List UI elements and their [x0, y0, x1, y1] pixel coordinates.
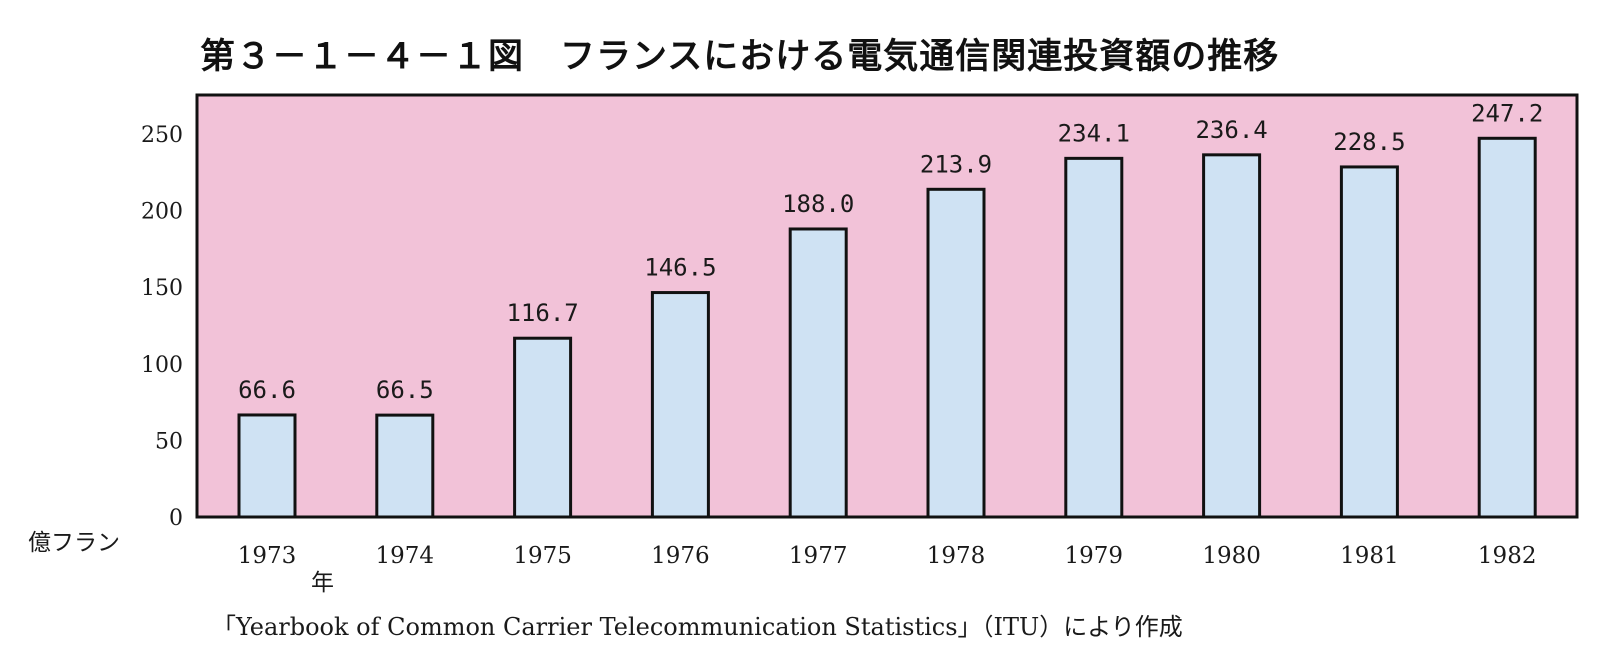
x-tick-label-1975: 1975 [513, 543, 572, 569]
x-tick-label-1974: 1974 [376, 543, 435, 569]
x-tick-label-1978: 1978 [927, 543, 986, 569]
value-label-1976: 146.5 [644, 254, 716, 282]
x-axis-unit-label: 年 [311, 570, 334, 596]
bar-chart: 0 50 100 150 200 250 億フラン 66.6 1973 66.5 1974 116.7… [28, 93, 1579, 596]
value-label-1981: 228.5 [1333, 128, 1405, 156]
value-label-1973: 66.6 [238, 376, 296, 404]
value-label-1974: 66.5 [376, 376, 434, 404]
bar-1975 [513, 336, 573, 519]
x-tick-label-1977: 1977 [789, 543, 848, 569]
y-tick-label: 100 [141, 353, 183, 378]
bar-1974 [375, 413, 435, 519]
bar-1979 [1064, 156, 1124, 519]
bar-1980 [1202, 153, 1262, 519]
chart-source-note: 「Yearbook of Common Carrier Telecommunic… [212, 613, 1183, 641]
value-label-1980: 236.4 [1195, 116, 1267, 144]
bar-1981 [1339, 165, 1399, 519]
chart-title: 第３－１－４－１図 フランスにおける電気通信関連投資額の推移 [200, 37, 1280, 77]
y-tick-label: 50 [155, 429, 183, 454]
y-tick-label: 250 [141, 123, 183, 148]
x-tick-label-1973: 1973 [238, 543, 297, 569]
value-label-1977: 188.0 [782, 190, 854, 218]
bar-1982 [1477, 136, 1537, 519]
y-tick-label: 0 [169, 506, 183, 531]
x-tick-label-1981: 1981 [1340, 543, 1399, 569]
x-tick-label-1980: 1980 [1202, 543, 1261, 569]
bar-1977 [788, 227, 848, 519]
x-tick-label-1976: 1976 [651, 543, 710, 569]
value-label-1978: 213.9 [920, 150, 992, 178]
bar-1978 [926, 187, 986, 519]
bar-1973 [237, 413, 297, 519]
y-tick-label: 150 [141, 276, 183, 301]
x-tick-label-1982: 1982 [1478, 543, 1537, 569]
value-label-1979: 234.1 [1058, 119, 1130, 147]
value-label-1982: 247.2 [1471, 99, 1543, 127]
y-tick-label: 200 [141, 200, 183, 225]
bar-1976 [650, 291, 710, 519]
y-axis-unit-label: 億フラン [28, 530, 120, 556]
x-tick-label-1979: 1979 [1065, 543, 1124, 569]
value-label-1975: 116.7 [506, 299, 578, 327]
